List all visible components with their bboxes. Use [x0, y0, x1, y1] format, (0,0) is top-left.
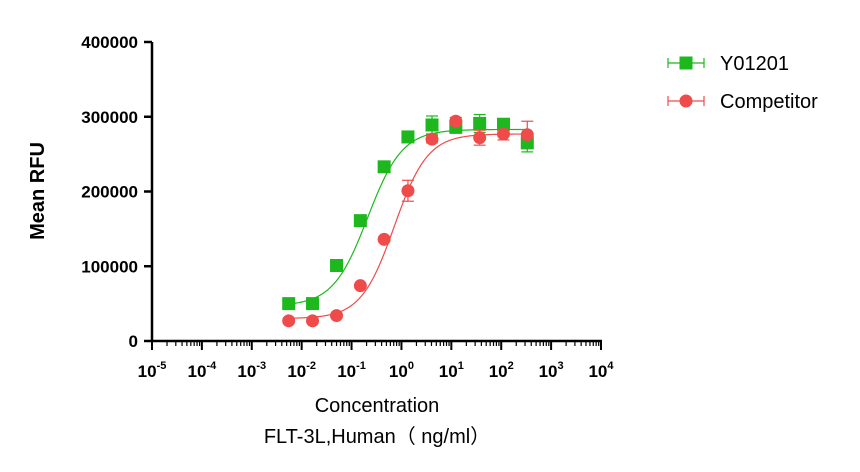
- data-point-square: [306, 297, 320, 311]
- data-point-circle: [449, 114, 463, 128]
- data-points: [282, 114, 534, 328]
- y-axis-title: Mean RFU: [27, 142, 49, 240]
- data-point-circle: [425, 132, 439, 146]
- data-point-circle: [496, 127, 510, 141]
- x-tick-label: 10-3: [237, 360, 266, 381]
- x-tick-label: 10-5: [138, 360, 167, 381]
- x-tick-label: 104: [588, 360, 614, 381]
- data-point-square: [353, 214, 367, 228]
- legend-square-marker: [679, 56, 693, 70]
- y-tick-label: 200000: [81, 183, 138, 202]
- y-tick-label: 0: [129, 332, 138, 351]
- data-point-circle: [353, 279, 367, 293]
- data-point-square: [496, 117, 510, 131]
- x-axis-title: Concentration: [315, 395, 440, 417]
- x-tick-label: 10-1: [337, 360, 366, 381]
- data-point-square: [473, 116, 487, 130]
- data-point-circle: [520, 128, 534, 142]
- data-point-circle: [330, 309, 344, 323]
- fit-curve: [288, 133, 528, 319]
- x-tick-label: 100: [389, 360, 414, 381]
- legend: Y01201 Competitor: [667, 53, 818, 113]
- x-tick-label: 10-2: [287, 360, 316, 381]
- data-point-square: [377, 160, 391, 174]
- x-tick-label: 10-4: [188, 360, 218, 381]
- legend-label: Competitor: [720, 91, 818, 113]
- legend-label: Y01201: [720, 53, 789, 75]
- x-axis-subtitle: FLT-3L,Human（ ng/ml）: [264, 425, 490, 448]
- y-tick-label: 300000: [81, 108, 138, 127]
- x-tick-label: 102: [489, 360, 514, 381]
- data-point-circle: [401, 184, 415, 198]
- data-point-circle: [306, 314, 320, 328]
- legend-circle-marker: [679, 94, 693, 108]
- data-point-square: [425, 118, 439, 132]
- y-ticks: 0 100000 200000 300000 400000: [81, 33, 152, 351]
- x-tick-label: 103: [539, 360, 564, 381]
- data-point-square: [282, 297, 296, 311]
- y-tick-label: 100000: [81, 257, 138, 276]
- data-point-square: [330, 259, 344, 273]
- data-point-square: [401, 130, 415, 144]
- data-point-circle: [282, 314, 296, 328]
- data-point-circle: [473, 131, 487, 145]
- data-point-circle: [377, 232, 391, 246]
- error-bars: [401, 113, 534, 202]
- x-tick-label: 101: [439, 360, 464, 381]
- fit-curves: [288, 128, 528, 319]
- x-ticks: 10-5 10-4 10-3 10-2 10-1 100 101 102 103 104: [138, 341, 614, 381]
- y-tick-label: 400000: [81, 33, 138, 52]
- fit-curve: [288, 128, 528, 305]
